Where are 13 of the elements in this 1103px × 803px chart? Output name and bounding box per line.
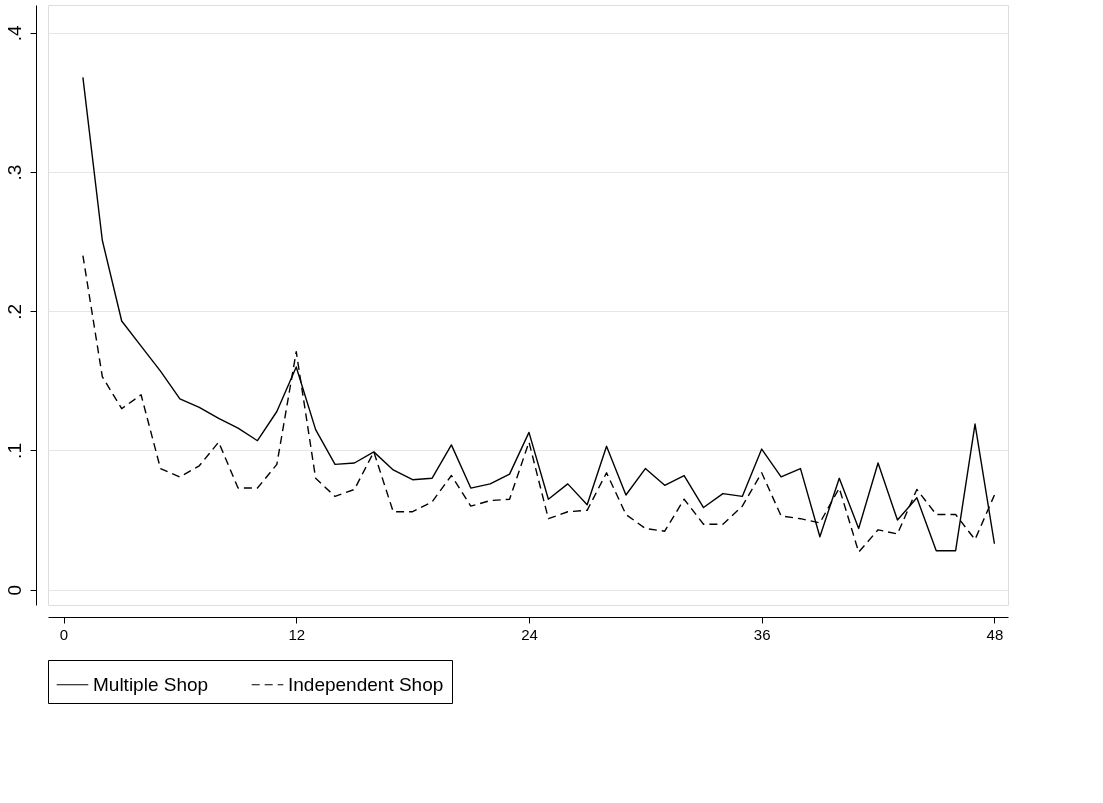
legend-label: Multiple Shop — [93, 673, 209, 695]
y-tick-label: .2 — [3, 303, 25, 320]
line-series — [82, 76, 996, 552]
y-tick-label: .1 — [3, 443, 25, 459]
legend-label: Independent Shop — [288, 673, 444, 695]
x-tick-label: 48 — [986, 625, 1004, 643]
x-tick-label: 12 — [288, 625, 306, 643]
y-tick-label: 0 — [3, 584, 25, 596]
x-tick-label: 0 — [59, 625, 69, 643]
x-tick-label: 36 — [753, 625, 771, 643]
y-tick-label: .3 — [3, 164, 25, 181]
y-tick-label: .4 — [3, 24, 25, 42]
x-tick-label: 24 — [521, 625, 538, 643]
